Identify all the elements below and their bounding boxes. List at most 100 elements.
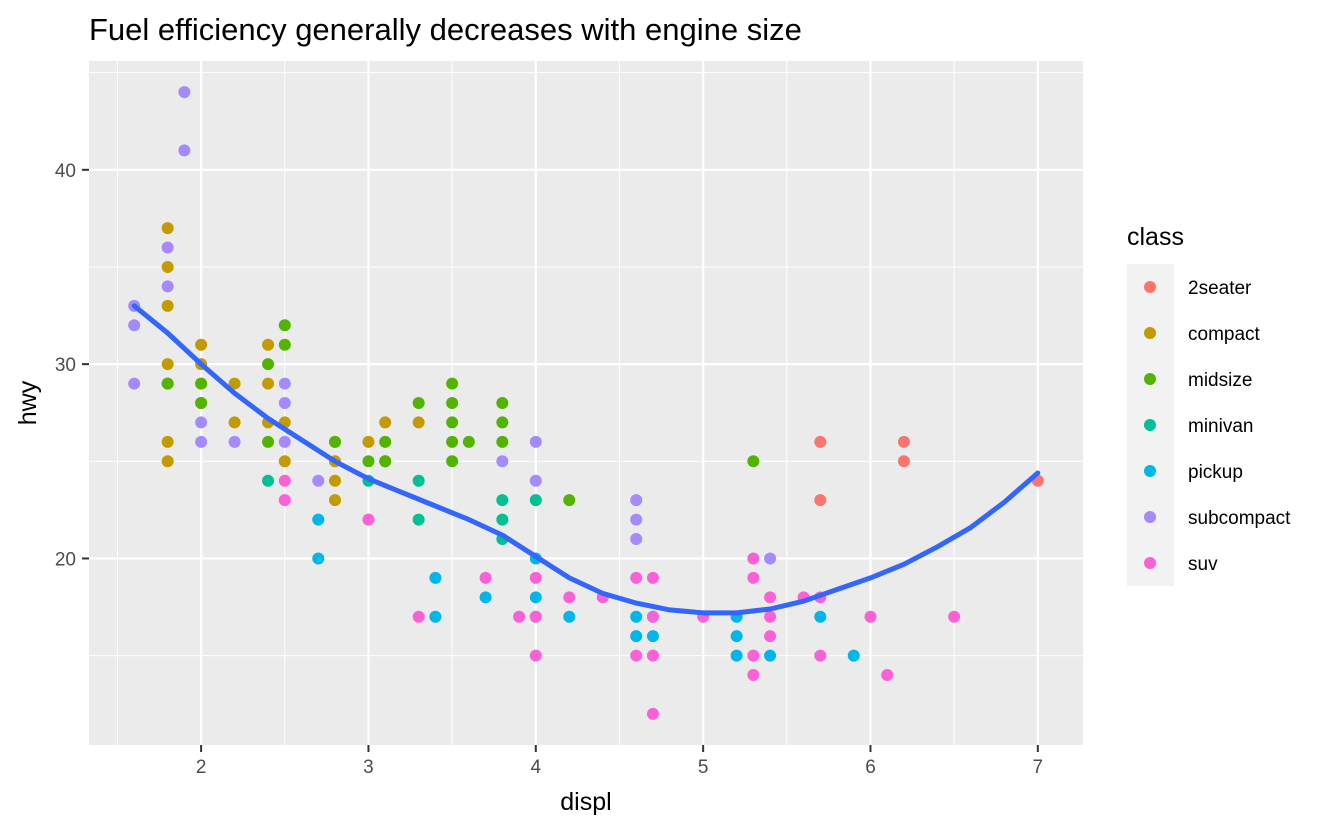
y-tick-label: 40 (55, 161, 76, 182)
data-point-pickup (429, 610, 442, 623)
data-point-minivan (529, 494, 542, 507)
data-point-subcompact (161, 280, 174, 293)
y-axis: 20 30 40 (55, 161, 89, 570)
legend-label-2seater: 2seater (1188, 278, 1252, 299)
data-point-suv (529, 649, 542, 662)
legend-label-midsize: midsize (1188, 370, 1252, 391)
data-point-suv (278, 494, 291, 507)
data-point-pickup (646, 630, 659, 643)
x-tick-label: 3 (363, 757, 374, 778)
data-point-compact (161, 260, 174, 273)
x-tick-label: 2 (196, 757, 207, 778)
data-point-subcompact (178, 86, 191, 99)
data-point-compact (161, 358, 174, 371)
data-point-midsize (328, 435, 341, 448)
data-point-suv (278, 474, 291, 487)
data-point-suv (529, 610, 542, 623)
data-point-2seater (897, 435, 910, 448)
data-point-midsize (195, 377, 208, 390)
data-point-compact (328, 494, 341, 507)
legend-key-compact (1144, 327, 1156, 339)
data-point-midsize (412, 397, 425, 409)
data-point-midsize (446, 416, 459, 429)
data-point-suv (412, 610, 425, 623)
legend-label-subcompact: subcompact (1188, 508, 1291, 529)
data-point-compact (161, 299, 174, 312)
data-point-suv (764, 610, 777, 623)
data-point-midsize (563, 494, 576, 507)
data-point-minivan (412, 474, 425, 487)
data-point-suv (529, 571, 542, 584)
data-point-suv (646, 649, 659, 662)
data-point-compact (228, 377, 241, 390)
data-point-subcompact (630, 513, 643, 526)
data-point-subcompact (278, 397, 291, 409)
data-point-midsize (379, 435, 392, 448)
data-point-suv (630, 649, 643, 662)
data-point-suv (630, 571, 643, 584)
data-point-pickup (429, 571, 442, 584)
data-point-pickup (312, 513, 325, 526)
data-point-pickup (479, 591, 492, 604)
data-point-pickup (814, 610, 827, 623)
chart-title: Fuel efficiency generally decreases with… (89, 12, 802, 47)
data-point-compact (362, 435, 375, 448)
data-point-2seater (814, 435, 827, 448)
data-point-midsize (747, 455, 760, 468)
legend-label-compact: compact (1188, 324, 1261, 345)
data-point-midsize (161, 377, 174, 390)
data-point-midsize (446, 397, 459, 409)
data-point-compact (412, 416, 425, 429)
data-point-suv (948, 610, 961, 623)
data-point-suv (646, 571, 659, 584)
legend-key-minivan (1144, 419, 1156, 431)
data-point-subcompact (128, 319, 141, 332)
data-point-pickup (730, 649, 743, 662)
data-point-midsize (262, 435, 275, 448)
data-point-compact (228, 416, 241, 429)
data-point-subcompact (128, 377, 141, 390)
data-point-suv (764, 591, 777, 604)
y-axis-title: hwy (14, 380, 42, 425)
data-point-subcompact (529, 474, 542, 487)
data-point-pickup (730, 630, 743, 643)
data-point-pickup (312, 552, 325, 565)
data-point-minivan (262, 474, 275, 487)
data-point-minivan (412, 513, 425, 526)
data-point-suv (747, 669, 760, 682)
data-point-midsize (278, 319, 291, 332)
x-tick-label: 6 (865, 757, 876, 778)
major-gridlines (89, 61, 1083, 745)
x-tick-label: 7 (1033, 757, 1044, 778)
data-point-2seater (814, 494, 827, 507)
legend-title: class (1127, 223, 1184, 251)
data-point-subcompact (161, 241, 174, 254)
legend-items: 2seater compact midsize minivan pickup subcom… (1144, 278, 1291, 575)
plot-panel (89, 61, 1083, 745)
legend-key-pickup (1144, 465, 1156, 477)
data-point-midsize (446, 455, 459, 468)
data-point-midsize (496, 397, 509, 409)
data-point-subcompact (496, 455, 509, 468)
data-point-subcompact (630, 533, 643, 546)
data-point-compact (161, 222, 174, 235)
data-point-compact (262, 377, 275, 390)
data-point-pickup (529, 591, 542, 604)
x-tick-label: 5 (698, 757, 709, 778)
data-point-compact (262, 338, 275, 351)
data-point-midsize (496, 435, 509, 448)
data-point-2seater (897, 455, 910, 468)
data-point-compact (379, 416, 392, 429)
y-tick-label: 20 (55, 549, 76, 570)
data-point-subcompact (630, 494, 643, 507)
data-point-suv (563, 591, 576, 604)
legend-key-suv (1144, 557, 1156, 569)
data-point-suv (864, 610, 877, 623)
data-point-suv (747, 649, 760, 662)
data-point-subcompact (178, 144, 191, 157)
data-point-suv (747, 571, 760, 584)
x-axis: 2 3 4 5 6 7 (196, 745, 1043, 778)
data-point-subcompact (228, 435, 241, 448)
